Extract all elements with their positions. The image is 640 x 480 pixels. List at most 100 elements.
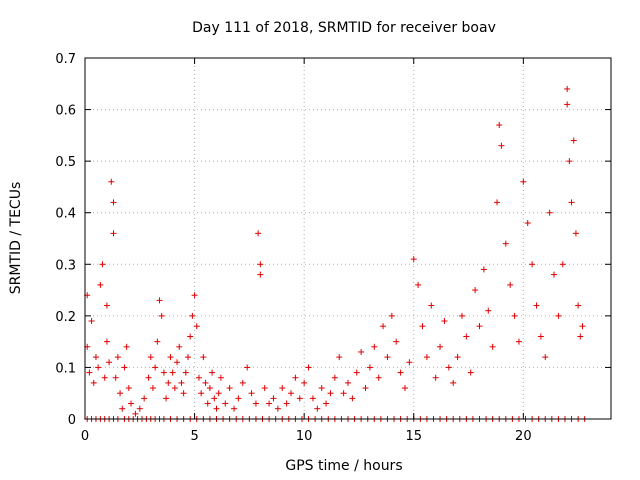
data-point (252, 400, 259, 407)
x-tick-label: 5 (190, 429, 198, 444)
data-point (415, 281, 422, 288)
data-point (215, 390, 222, 397)
data-point (160, 369, 167, 376)
data-point (472, 287, 479, 294)
data-point (533, 302, 540, 309)
data-point (163, 395, 170, 402)
data-point (445, 364, 452, 371)
y-tick-label: 0.5 (55, 155, 76, 170)
data-point (187, 333, 194, 340)
data-point (257, 271, 264, 278)
data-point (336, 354, 343, 361)
data-point (222, 400, 229, 407)
data-point (419, 323, 426, 330)
data-point (174, 359, 181, 366)
data-point (551, 271, 558, 278)
data-point (423, 354, 430, 361)
data-point (283, 400, 290, 407)
data-point (193, 323, 200, 330)
data-point (362, 385, 369, 392)
data-point (401, 385, 408, 392)
y-axis-ticks: 0 0.1 0.2 0.3 0.4 0.5 0.6 0.7 (55, 52, 611, 428)
data-point (570, 137, 577, 144)
data-point (88, 318, 95, 325)
data-point (92, 354, 99, 361)
data-point (200, 354, 207, 361)
data-point (496, 122, 503, 129)
plot-frame (84, 57, 612, 420)
data-point (257, 261, 264, 268)
data-point (125, 385, 132, 392)
data-point (288, 390, 295, 397)
data-point (123, 343, 130, 350)
y-axis-label: SRMTID / TECUs (8, 182, 24, 295)
data-point (274, 405, 281, 412)
data-point (467, 369, 474, 376)
data-point (195, 374, 202, 381)
data-point (158, 312, 165, 319)
data-point (480, 266, 487, 273)
data-point (301, 379, 308, 386)
data-point (176, 343, 183, 350)
data-point (463, 333, 470, 340)
data-point (441, 318, 448, 325)
data-point (108, 178, 115, 185)
data-point (171, 385, 178, 392)
data-point (349, 395, 356, 402)
data-point (537, 333, 544, 340)
data-point (106, 359, 113, 366)
data-point (498, 142, 505, 149)
data-point (318, 385, 325, 392)
data-point (577, 333, 584, 340)
data-point (432, 374, 439, 381)
data-point (103, 302, 110, 309)
data-point (248, 390, 255, 397)
data-point (476, 323, 483, 330)
data-point (397, 369, 404, 376)
data-point (524, 220, 531, 227)
data-point (358, 348, 365, 355)
data-point (507, 281, 514, 288)
data-point (213, 405, 220, 412)
data-point (97, 281, 104, 288)
x-tick-label: 15 (405, 429, 422, 444)
data-point (266, 400, 273, 407)
data-point (226, 385, 233, 392)
data-point (99, 261, 106, 268)
y-tick-label: 0.7 (55, 52, 76, 67)
data-point (209, 369, 216, 376)
data-point (110, 230, 117, 237)
x-tick-label: 0 (81, 429, 89, 444)
data-point (393, 338, 400, 345)
data-point (191, 292, 198, 299)
data-point (406, 359, 413, 366)
data-point (156, 297, 163, 304)
data-point (566, 158, 573, 165)
data-point (366, 364, 373, 371)
data-point (380, 323, 387, 330)
data-point (555, 312, 562, 319)
data-point (180, 390, 187, 397)
data-point (103, 338, 110, 345)
data-point (112, 374, 119, 381)
data-point (515, 338, 522, 345)
data-point (579, 323, 586, 330)
data-point (353, 369, 360, 376)
data-point (86, 369, 93, 376)
data-point (154, 338, 161, 345)
data-point (511, 312, 518, 319)
data-point (502, 240, 509, 247)
data-point (520, 178, 527, 185)
data-point (340, 390, 347, 397)
data-point (231, 405, 238, 412)
data-point (119, 405, 126, 412)
data-point (270, 395, 277, 402)
data-point (309, 395, 316, 402)
data-point (117, 390, 124, 397)
x-tick-label: 10 (296, 429, 313, 444)
data-point (437, 343, 444, 350)
data-point (145, 374, 152, 381)
data-point (132, 410, 139, 417)
data-point (90, 379, 97, 386)
y-tick-label: 0 (68, 413, 76, 428)
